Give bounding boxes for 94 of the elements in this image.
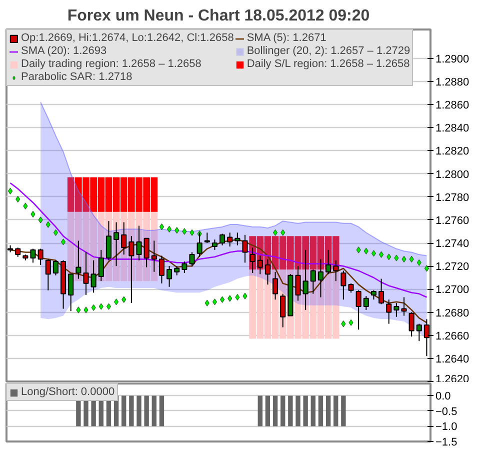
candlestick: [227, 232, 233, 247]
candlestick: [52, 260, 58, 276]
point: [46, 221, 50, 228]
legend-label: Parabolic SAR: 1.2718: [21, 71, 132, 83]
candlestick: [45, 258, 51, 291]
point: [166, 226, 172, 232]
point: [371, 250, 376, 257]
line-series: [10, 182, 428, 298]
candlestick: [408, 312, 414, 337]
candlestick: [189, 252, 195, 267]
legend-label: SMA (5): 1.2671: [246, 32, 326, 44]
candlestick: [378, 278, 384, 305]
point: [386, 254, 392, 260]
candlestick: [182, 260, 188, 274]
y-tick-label: 0.0: [436, 390, 451, 403]
point: [91, 304, 96, 311]
point: [220, 296, 225, 303]
candlestick: [15, 247, 21, 258]
chart-title: Forex um Neun - Chart 18.05.2012 09:20: [67, 8, 370, 24]
point: [106, 303, 112, 310]
point: [98, 303, 104, 310]
candlestick: [174, 266, 180, 276]
legend-label: SMA (20): 1.2693: [21, 45, 107, 57]
candlestick: [220, 233, 226, 246]
point: [16, 196, 20, 202]
y-tick-label: 1.2680: [436, 307, 470, 320]
candlestick: [204, 232, 210, 244]
candlestick: [158, 255, 164, 284]
point: [416, 259, 422, 266]
point: [174, 227, 180, 234]
y-tick-label: 1.2840: [436, 122, 470, 135]
candlestick: [212, 239, 218, 250]
y-tick-label: 1.2760: [436, 214, 470, 227]
candlestick: [370, 290, 376, 300]
point: [204, 300, 210, 306]
y-tick-label: 1.2860: [436, 100, 470, 112]
point: [364, 248, 368, 254]
y-tick-label: 1.2720: [436, 261, 470, 274]
point: [409, 256, 414, 262]
point: [114, 298, 119, 306]
point: [228, 295, 232, 302]
y-tick-label: 1.2800: [436, 168, 470, 181]
legend-label: Op:1.2669, Hi:1.2674, Lo:1.2642, Cl:1.2658: [21, 32, 234, 44]
candlestick: [166, 266, 172, 288]
point: [30, 210, 36, 218]
candlestick: [30, 248, 36, 264]
point: [38, 216, 43, 224]
candlestick: [196, 232, 202, 258]
point: [272, 229, 278, 236]
candlestick: [416, 323, 422, 342]
candlestick: [340, 270, 346, 300]
candlestick: [234, 232, 240, 246]
y-tick-label: 1.2640: [436, 353, 470, 366]
point: [378, 251, 384, 258]
point: [212, 298, 218, 306]
point: [60, 238, 66, 246]
candlestick: [348, 282, 354, 294]
candlestick: [363, 296, 369, 310]
y-tick-label: −1.0: [436, 421, 458, 434]
point: [242, 292, 248, 300]
point: [76, 306, 81, 314]
y-tick-label: 1.2740: [436, 238, 470, 250]
y-tick-label: 1.2780: [436, 192, 470, 204]
point: [159, 224, 164, 230]
point: [53, 229, 58, 236]
candlestick: [394, 302, 400, 318]
point: [23, 202, 28, 210]
point: [190, 229, 194, 236]
candlestick: [356, 290, 362, 330]
y-tick-label: 1.2900: [436, 53, 470, 66]
y-tick-label: 1.2700: [436, 284, 470, 296]
y-tick-label: 1.2880: [436, 76, 470, 88]
legend-label: Long/Short: 0.0000: [21, 386, 115, 398]
point: [394, 254, 399, 262]
point: [402, 256, 406, 262]
point: [8, 188, 13, 194]
candlestick: [401, 296, 407, 316]
y-tick-label: −0.5: [436, 406, 458, 418]
y-tick-label: 1.2660: [436, 330, 470, 342]
point: [424, 265, 430, 272]
point: [122, 296, 126, 303]
point: [84, 306, 88, 314]
candlestick: [38, 248, 44, 266]
legend-label: Daily trading region: 1.2658 – 1.2658: [21, 58, 202, 70]
candlestick: [242, 234, 248, 264]
y-tick-label: −1.5: [436, 436, 458, 448]
point: [182, 228, 187, 235]
y-tick-label: 1.2820: [436, 146, 470, 158]
point: [280, 229, 286, 236]
candlestick: [386, 299, 392, 324]
point: [348, 319, 354, 326]
legend-label: Bollinger (20, 2): 1.2657 – 1.2729: [246, 45, 410, 57]
point: [356, 246, 361, 254]
legend-label: Daily S/L region: 1.2658 – 1.2658: [246, 58, 410, 70]
